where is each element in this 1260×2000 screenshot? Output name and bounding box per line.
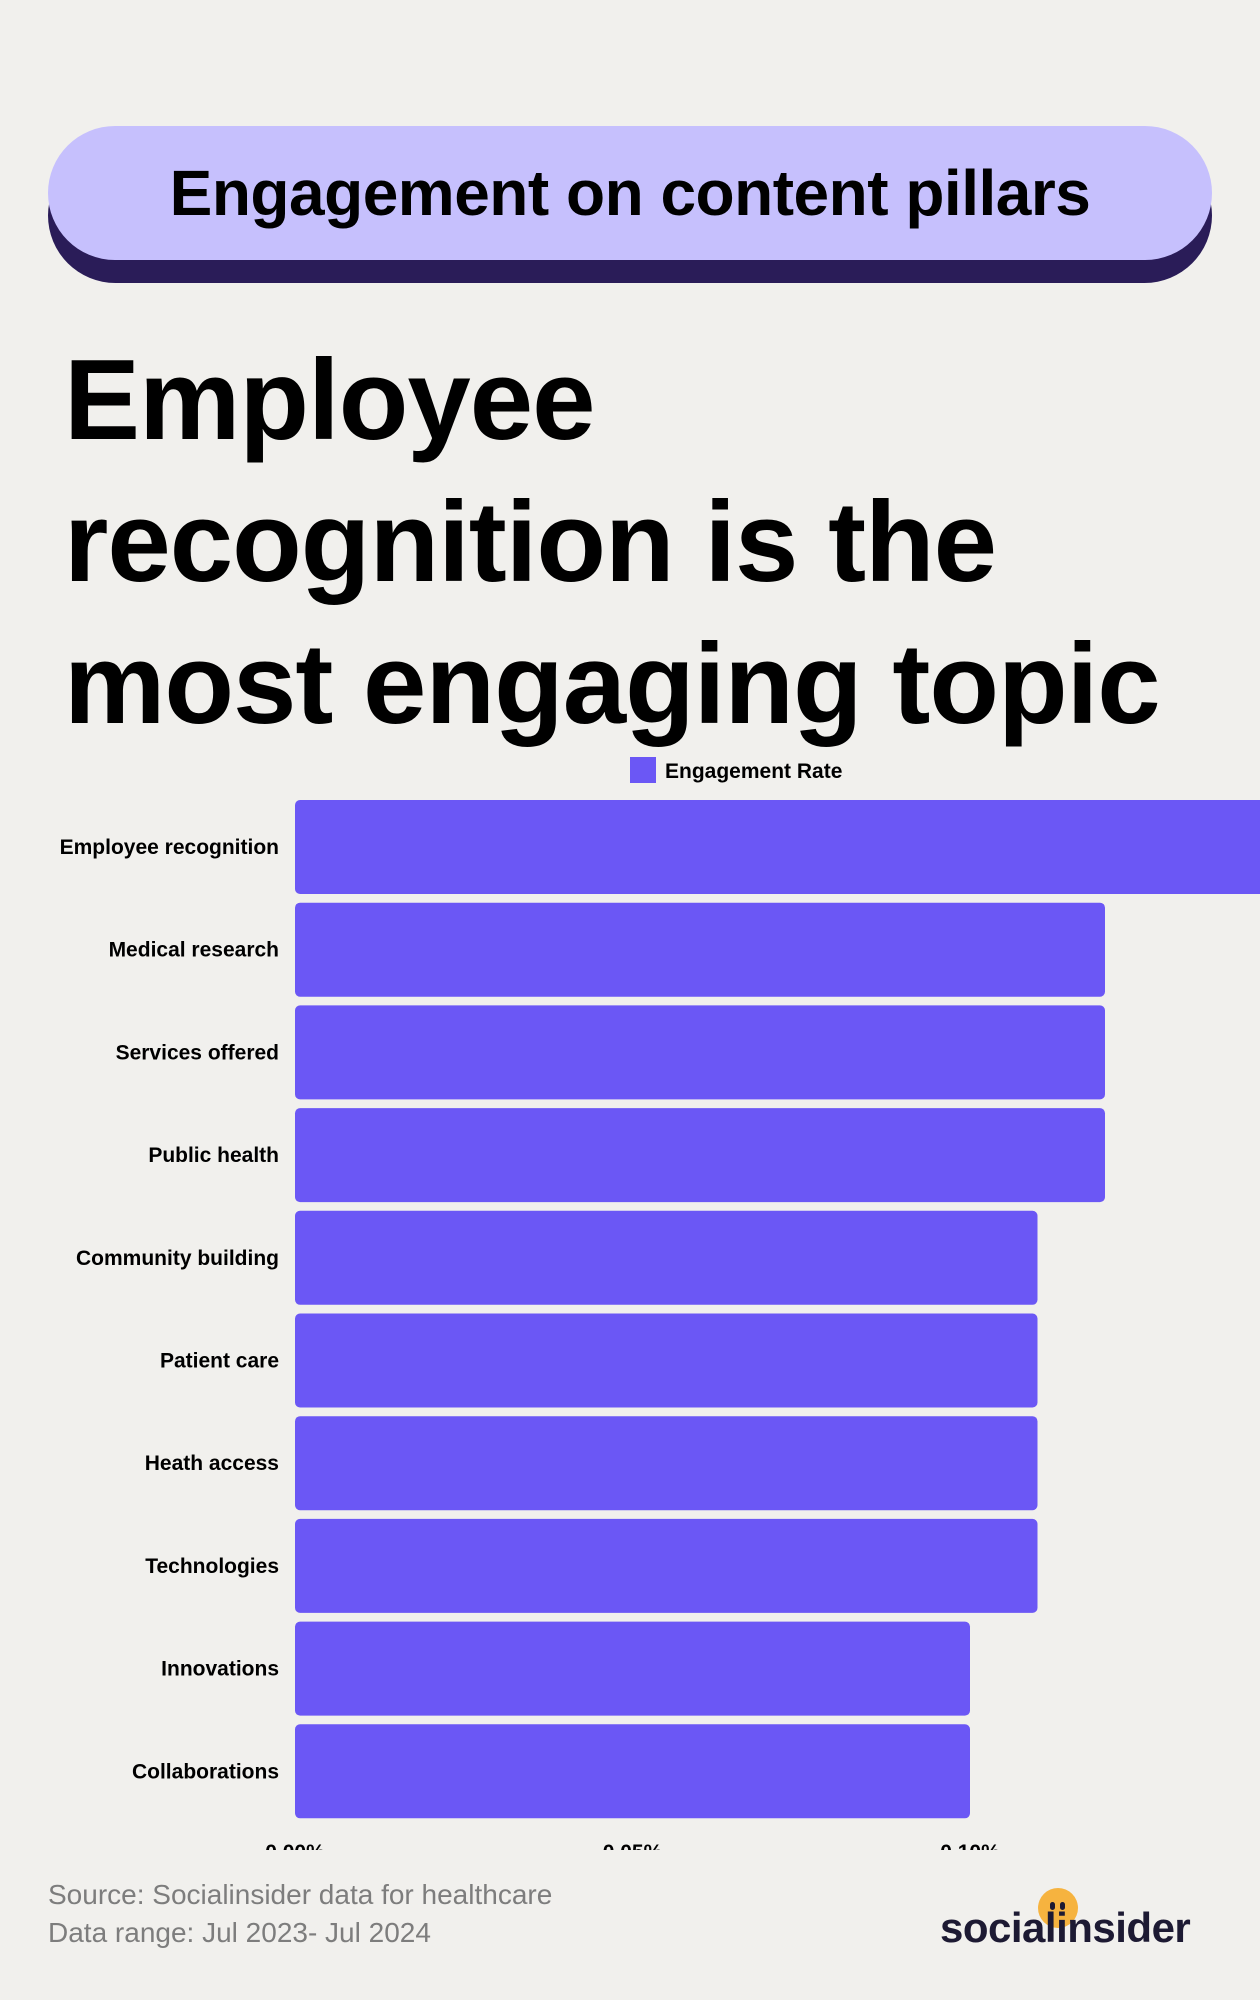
headline-line-3: most engaging topic (64, 621, 1161, 748)
legend-swatch (630, 757, 656, 783)
category-label-1: Medical research (109, 939, 279, 962)
category-label-3: Public health (148, 1144, 279, 1167)
bar-2 (295, 1005, 1105, 1100)
bar-5 (295, 1313, 1038, 1408)
category-label-5: Patient care (160, 1350, 279, 1373)
logo-text: socialinsider (940, 1904, 1191, 1951)
x-tick-label-0: 0.00% (265, 1841, 325, 1850)
bar-3 (295, 1108, 1105, 1203)
bar-4 (295, 1210, 1038, 1305)
banner: Engagement on content pillars (48, 126, 1212, 260)
category-label-6: Heath access (145, 1452, 279, 1475)
bar-0 (295, 800, 1260, 894)
bar-6 (295, 1416, 1038, 1511)
logo-face-icon (1038, 1888, 1078, 1928)
headline-line-1: Employee (64, 337, 596, 464)
category-label-4: Community building (76, 1247, 279, 1270)
category-label-0: Employee recognition (60, 836, 279, 859)
banner-title: Engagement on content pillars (169, 157, 1091, 229)
headline: Employee recognition is the most engagin… (64, 330, 1214, 756)
bar-7 (295, 1518, 1038, 1613)
date-range-line: Data range: Jul 2023- Jul 2024 (48, 1917, 431, 1948)
x-tick-label-1: 0.05% (603, 1841, 663, 1850)
x-tick-label-2: 0.10% (940, 1841, 1000, 1850)
bar-1 (295, 902, 1105, 997)
category-label-9: Collaborations (132, 1760, 279, 1783)
headline-line-2: recognition is the (64, 479, 997, 606)
source-line: Source: Socialinsider data for healthcar… (48, 1879, 553, 1910)
bar-9 (295, 1724, 970, 1819)
engagement-bar-chart: Engagement Rate Employee recognition Medic… (60, 757, 1260, 1850)
legend-label: Engagement Rate (665, 760, 842, 783)
category-label-8: Innovations (161, 1658, 279, 1681)
bar-8 (295, 1621, 970, 1716)
socialinsider-logo: socialinsider (940, 1888, 1200, 1958)
source-note: Source: Socialinsider data for healthcar… (48, 1876, 552, 1952)
category-label-2: Services offered (116, 1041, 279, 1064)
category-label-7: Technologies (145, 1555, 279, 1578)
